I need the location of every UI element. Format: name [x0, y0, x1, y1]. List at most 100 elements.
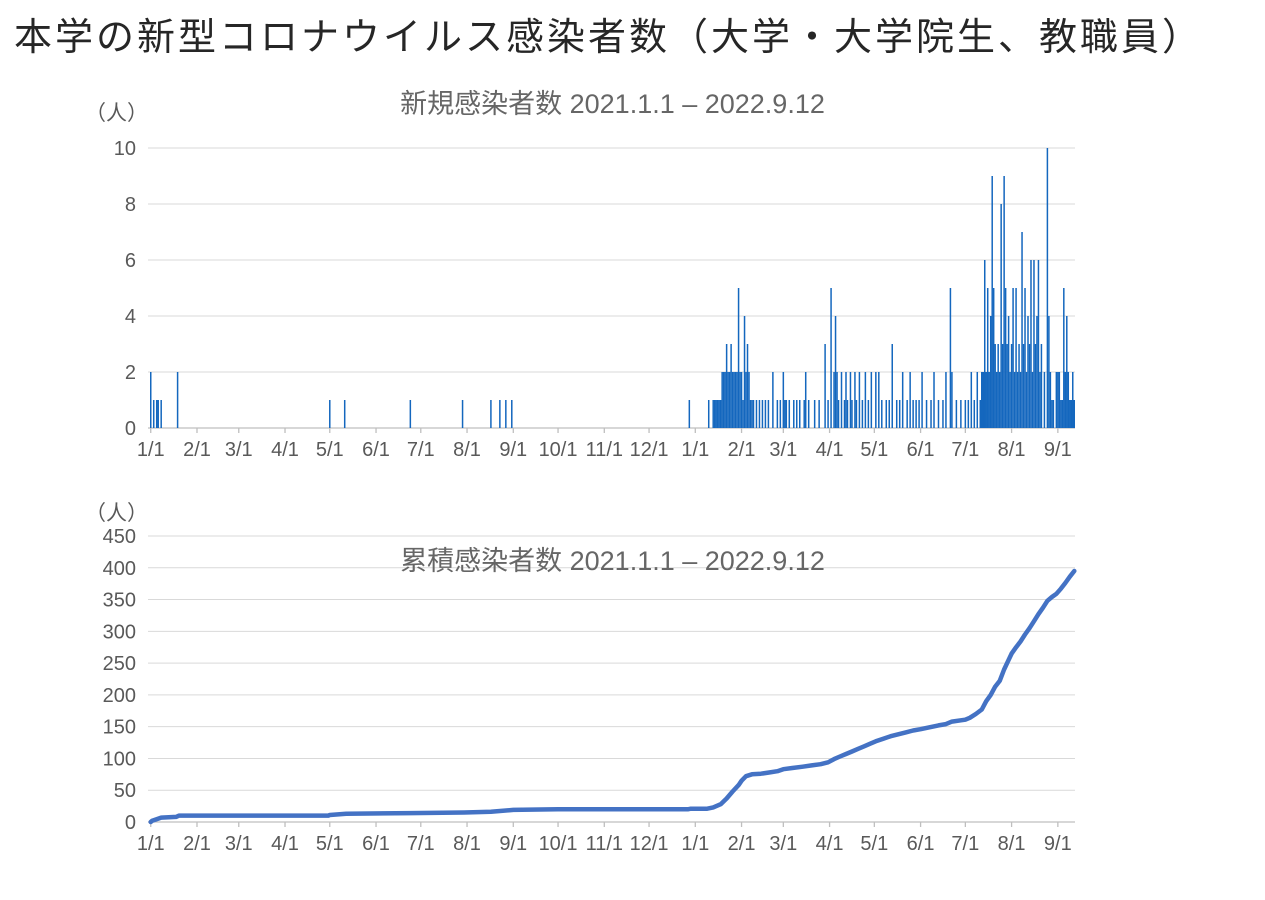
y-tick-label: 250 [103, 653, 136, 675]
daily-cases-bar [875, 372, 877, 428]
daily-cases-bar [964, 400, 967, 428]
daily-cases-bar [1031, 372, 1034, 428]
y-tick-label: 400 [103, 558, 136, 580]
daily-cases-bar [918, 400, 920, 428]
y-tick-label: 6 [125, 250, 136, 272]
y-tick-label: 0 [125, 812, 136, 834]
daily-cases-bar [1030, 260, 1032, 428]
daily-cases-bar [827, 400, 829, 428]
cumulative-chart-title: 累積感染者数 2021.1.1 – 2022.9.12 [400, 546, 825, 576]
daily-cases-bar [1055, 372, 1058, 428]
daily-cases-bar [854, 372, 856, 428]
daily-cases-bar [731, 372, 734, 428]
daily-cases-bar [1066, 316, 1068, 428]
daily-cases-bar [782, 372, 785, 428]
daily-cases-bar [870, 372, 873, 428]
daily-cases-bar [343, 400, 346, 428]
daily-cases-bar [746, 344, 749, 428]
x-tick-label: 3/1 [769, 833, 797, 855]
y-tick-label: 8 [125, 194, 136, 216]
daily-cases-bar [798, 400, 801, 428]
daily-cases-bar [1021, 232, 1023, 428]
daily-cases-bar [1036, 316, 1038, 428]
daily-cases-bar [804, 372, 807, 428]
daily-cases-bar [329, 400, 331, 428]
daily-cases-bar [1022, 344, 1025, 428]
daily-cases-bar [986, 288, 989, 428]
y-tick-label: 10 [114, 138, 136, 160]
daily-cases-bar [1051, 400, 1053, 428]
daily-cases-bar [830, 288, 832, 428]
daily-cases-bar [749, 400, 752, 428]
daily-cases-bar [1025, 372, 1028, 428]
daily-cases-bar [1057, 372, 1059, 428]
daily-cases-bar [834, 316, 837, 428]
daily-cases-bar [867, 400, 870, 428]
x-tick-label: 5/1 [860, 439, 888, 461]
daily-cases-bar [779, 400, 782, 428]
daily-cases-bar [727, 372, 729, 428]
daily-cases-bar [937, 400, 940, 428]
x-tick-label: 1/1 [137, 833, 165, 855]
daily-cases-bar [728, 372, 731, 428]
x-tick-label: 10/1 [539, 833, 578, 855]
daily-cases-bar [733, 372, 735, 428]
daily-cases-bar [843, 400, 846, 428]
daily-cases-bar [712, 400, 714, 428]
daily-cases-bar [915, 400, 917, 428]
daily-cases-bar [1033, 260, 1035, 428]
daily-cases-bar [1004, 288, 1007, 428]
daily-cases-bar [807, 400, 810, 428]
daily-cases-bar [724, 372, 726, 428]
x-tick-label: 7/1 [951, 439, 979, 461]
daily-cases-bar [1072, 372, 1074, 428]
x-tick-label: 1/1 [137, 439, 165, 461]
daily-cases-bar [921, 372, 923, 428]
daily-cases-bar [793, 400, 795, 428]
daily-cases-bar [772, 372, 774, 428]
x-tick-label: 2/1 [183, 833, 211, 855]
x-tick-label: 3/1 [769, 439, 797, 461]
daily-cases-bar [930, 400, 932, 428]
x-tick-label: 11/1 [586, 439, 623, 461]
daily-cases-bar [505, 400, 507, 428]
daily-cases-bar [767, 400, 770, 428]
daily-cases-bar [755, 400, 758, 428]
daily-cases-bar [1001, 344, 1004, 428]
daily-cases-bar [718, 400, 720, 428]
daily-cases-bar [846, 400, 849, 428]
daily-cases-bar [824, 344, 826, 428]
daily-cases-bar [1043, 372, 1046, 428]
daily-cases-bar [1024, 288, 1026, 428]
daily-cases-bar [976, 372, 979, 428]
x-tick-label: 5/1 [860, 833, 888, 855]
daily-cases-bar [1037, 260, 1040, 428]
x-tick-label: 10/1 [539, 439, 578, 461]
daily-cases-bar [721, 372, 723, 428]
daily-cases-bar [796, 400, 798, 428]
daily-cases-bar [864, 372, 867, 428]
x-tick-label: 1/1 [681, 439, 709, 461]
daily-cases-bar [155, 400, 158, 428]
x-tick-label: 8/1 [453, 833, 481, 855]
daily-cases-bar [740, 372, 743, 428]
x-tick-label: 2/1 [728, 833, 756, 855]
daily-cases-bar [758, 400, 761, 428]
daily-cases-bar [1016, 372, 1019, 428]
daily-cases-bar [1006, 344, 1008, 428]
x-tick-label: 6/1 [362, 439, 390, 461]
daily-cases-bar [991, 176, 993, 428]
x-tick-label: 8/1 [998, 833, 1026, 855]
x-tick-label: 4/1 [271, 833, 299, 855]
daily-cases-bar [409, 400, 412, 428]
daily-cases-bar [719, 400, 722, 428]
daily-cases-bar [925, 400, 928, 428]
daily-cases-bar [739, 372, 741, 428]
daily-cases-bar [1013, 372, 1016, 428]
daily-cases-bar [150, 372, 152, 428]
x-tick-label: 4/1 [816, 439, 844, 461]
daily-cases-bar [176, 372, 179, 428]
daily-cases-bar [1010, 344, 1013, 428]
daily-cases-bar [912, 400, 914, 428]
